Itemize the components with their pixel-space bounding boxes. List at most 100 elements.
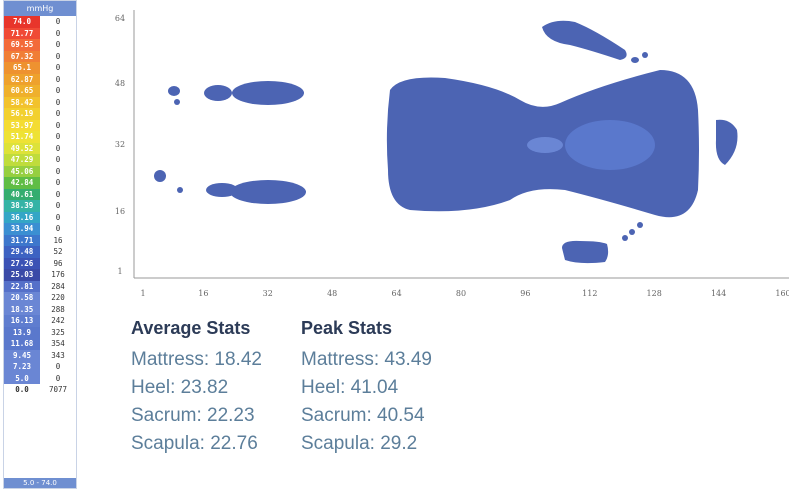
legend-value: 71.77: [4, 27, 40, 39]
legend-row: 49.52 0: [4, 142, 76, 154]
pressure-region: [642, 52, 648, 58]
average-scapula: Scapula: 22.76: [131, 433, 258, 454]
legend-row: 47.29 0: [4, 154, 76, 166]
legend-row: 33.94 0: [4, 223, 76, 235]
legend-value: 18.35: [4, 303, 40, 315]
legend-count: 0: [55, 178, 61, 187]
legend-row: 51.74 0: [4, 131, 76, 143]
legend-count: 0: [55, 201, 61, 210]
legend-count: 354: [51, 339, 65, 348]
x-tick-label: 144: [711, 289, 726, 298]
legend-row: 56.19 0: [4, 108, 76, 120]
legend-row: 5.0 0: [4, 372, 76, 384]
peak-mattress: Mattress: 43.49: [301, 349, 432, 370]
legend-value: 9.45: [4, 349, 40, 361]
legend-value: 51.74: [4, 131, 40, 143]
legend-count: 0: [55, 109, 61, 118]
legend-count: 325: [51, 327, 65, 337]
legend-row: 74.0 0: [4, 16, 76, 28]
legend-count: 16: [53, 235, 63, 245]
legend-row: 67.32 0: [4, 50, 76, 62]
legend-count: 0: [55, 166, 61, 176]
legend-row: 13.9 325: [4, 326, 76, 338]
legend-count: 0: [55, 74, 61, 84]
legend-count: 0: [55, 224, 61, 233]
y-tick-label: 1: [117, 267, 122, 276]
y-tick-label: 16: [115, 207, 125, 216]
pressure-region: [715, 119, 738, 165]
legend-row: 11.68 354: [4, 338, 76, 350]
legend-value: 29.48: [4, 246, 40, 258]
pressure-region: [562, 240, 609, 264]
legend-value: 5.0: [4, 372, 40, 384]
legend-row: 65.1 0: [4, 62, 76, 74]
legend-row: 60.65 0: [4, 85, 76, 97]
legend-count: 242: [51, 316, 65, 325]
pressure-region: [622, 235, 628, 241]
legend-value: 7.23: [4, 361, 40, 373]
x-tick-label: 32: [263, 289, 273, 298]
legend-value: 38.39: [4, 200, 40, 212]
pressure-region: [206, 183, 238, 197]
legend-count: 0: [55, 51, 61, 61]
legend-count: 0: [55, 63, 61, 72]
legend-value: 60.65: [4, 85, 40, 97]
legend-value: 36.16: [4, 211, 40, 223]
peak-scapula: Scapula: 29.2: [301, 433, 418, 454]
legend-row: 7.23 0: [4, 361, 76, 373]
legend-value: 25.03: [4, 269, 40, 281]
legend-value: 31.71: [4, 234, 40, 246]
legend-row: 16.13 242: [4, 315, 76, 327]
legend-count: 0: [55, 373, 61, 383]
pressure-region: [629, 229, 635, 235]
legend-count: 284: [51, 281, 65, 291]
legend-row: 45.06 0: [4, 165, 76, 177]
legend-value: 49.52: [4, 142, 40, 154]
x-tick-label: 160: [775, 289, 789, 298]
pressure-region: [542, 20, 627, 60]
legend-count: 7077: [48, 385, 68, 394]
pressure-region: [174, 99, 180, 105]
legend-row: 42.84 0: [4, 177, 76, 189]
peak-sacrum: Sacrum: 40.54: [301, 405, 425, 426]
pressure-region: [204, 85, 232, 101]
pressure-region: [232, 81, 304, 105]
average-sacrum: Sacrum: 22.23: [131, 405, 255, 426]
legend-value: 0.0: [4, 384, 40, 396]
legend-count: 0: [55, 212, 61, 222]
legend-row: 71.77 0: [4, 27, 76, 39]
pressure-region: [230, 180, 306, 204]
legend-row: 18.35 288: [4, 303, 76, 315]
pressure-region: [637, 222, 643, 228]
legend-value: 40.61: [4, 188, 40, 200]
pressure-region: [527, 137, 563, 153]
legend-value: 33.94: [4, 223, 40, 235]
legend-count: 0: [55, 362, 61, 371]
peak-stats: Peak Stats Mattress: 43.49 Heel: 41.04 S…: [301, 318, 432, 458]
pressure-region: [631, 57, 639, 63]
legend-value: 65.1: [4, 62, 40, 74]
average-mattress: Mattress: 18.42: [131, 349, 262, 370]
pressure-region: [565, 120, 655, 170]
legend-count: 0: [55, 97, 61, 107]
legend-count: 0: [55, 40, 61, 49]
legend-count: 0: [55, 155, 61, 164]
legend-count: 0: [55, 120, 61, 130]
x-tick-label: 48: [327, 289, 337, 298]
y-tick-label: 64: [115, 14, 125, 23]
legend-value: 74.0: [4, 16, 40, 28]
x-tick-label: 1: [140, 289, 145, 298]
legend-row: 38.39 0: [4, 200, 76, 212]
legend-row: 69.55 0: [4, 39, 76, 51]
pressure-region: [177, 187, 183, 193]
legend-value: 62.87: [4, 73, 40, 85]
legend-value: 58.42: [4, 96, 40, 108]
legend-value: 27.26: [4, 257, 40, 269]
average-stats: Average Stats Mattress: 18.42 Heel: 23.8…: [131, 318, 262, 458]
y-tick-label: 48: [115, 79, 125, 88]
chart-axes: 1 16 32 48 64 80 96 112 128 144 160 64 48 32 16 1: [115, 10, 789, 298]
legend-count: 343: [51, 350, 65, 360]
legend-row: 25.03 176: [4, 269, 76, 281]
legend-value: 22.81: [4, 280, 40, 292]
legend-range: 5.0 - 74.0: [4, 478, 76, 488]
